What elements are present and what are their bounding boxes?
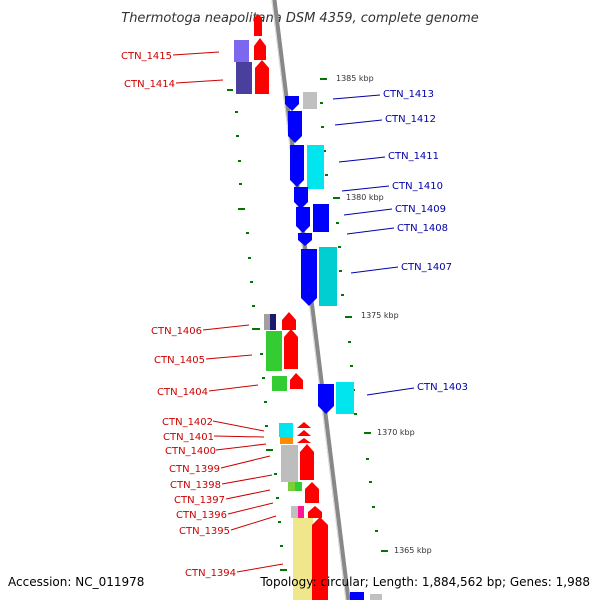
gene-box-1406a[interactable] (264, 314, 270, 330)
left-genes (234, 14, 328, 600)
gene-box-1415[interactable] (234, 40, 249, 62)
gene-label-1402[interactable]: CTN_1402 (162, 417, 213, 428)
gene-arrow-1407[interactable] (301, 249, 317, 306)
gene-label-1407[interactable]: CTN_1407 (401, 262, 452, 273)
gene-label-1398[interactable]: CTN_1398 (170, 480, 221, 491)
gene-arrow-1412[interactable] (288, 111, 302, 143)
gene-label-1408[interactable]: CTN_1408 (397, 223, 448, 234)
gene-label-1404[interactable]: CTN_1404 (157, 387, 208, 398)
gene-box-1413[interactable] (303, 92, 317, 109)
ruler-label-1370: 1370 kbp (377, 428, 415, 437)
accession-text: Accession: NC_011978 (8, 575, 144, 589)
gene-label-1394[interactable]: CTN_1394 (185, 568, 236, 579)
gene-arrow-1406[interactable] (282, 312, 296, 330)
ruler-label-1380: 1380 kbp (346, 193, 384, 202)
gene-box-1411[interactable] (307, 145, 324, 189)
gene-label-1397[interactable]: CTN_1397 (174, 495, 225, 506)
gene-arrow-1396[interactable] (308, 506, 322, 518)
left-ruler (227, 89, 287, 571)
gene-box-1399[interactable] (281, 445, 298, 482)
gene-box-1406b[interactable] (270, 314, 276, 330)
gene-box-1409[interactable] (313, 204, 329, 232)
gene-label-1409[interactable]: CTN_1409 (395, 204, 446, 215)
gene-arrow-1403[interactable] (318, 384, 334, 414)
gene-label-1413[interactable]: CTN_1413 (383, 89, 434, 100)
gene-box-1405[interactable] (266, 331, 282, 371)
gene-box-1407[interactable] (319, 247, 337, 306)
gene-label-1415[interactable]: CTN_1415 (121, 51, 172, 62)
gene-arrow-1411[interactable] (290, 145, 304, 187)
gene-arrow-1408[interactable] (298, 233, 312, 246)
gene-arrow-1414[interactable] (255, 60, 269, 94)
map-title: Thermotoga neapolitana DSM 4359, complet… (121, 11, 479, 26)
gene-box-bottom[interactable] (370, 594, 382, 600)
gene-arrow-1402[interactable] (297, 422, 311, 428)
gene-arrow-1415[interactable] (254, 38, 266, 60)
gene-box-1398b[interactable] (295, 482, 302, 491)
gene-arrow-1405[interactable] (284, 329, 298, 369)
gene-arrow-top[interactable] (254, 14, 262, 36)
gene-arrow-1413[interactable] (285, 96, 299, 111)
gene-label-1396[interactable]: CTN_1396 (176, 510, 227, 521)
right-labels (332, 94, 415, 396)
gene-label-1410[interactable]: CTN_1410 (392, 181, 443, 192)
gene-label-1399[interactable]: CTN_1399 (169, 464, 220, 475)
gene-label-1395[interactable]: CTN_1395 (179, 526, 230, 537)
gene-box-1414[interactable] (236, 62, 252, 94)
ruler-label-1365: 1365 kbp (394, 546, 432, 555)
right-label-texts: CTN_1413 CTN_1412 CTN_1411 CTN_1410 CTN_… (383, 89, 468, 393)
gene-arrow-1410[interactable] (294, 187, 308, 209)
right-genes (285, 92, 382, 600)
gene-box-1402[interactable] (279, 423, 293, 437)
gene-arrow-1400[interactable] (297, 438, 311, 443)
gene-box-1401[interactable] (280, 437, 293, 444)
gene-box-1398a[interactable] (288, 482, 295, 491)
gene-arrow-1404[interactable] (290, 373, 303, 389)
genome-summary-text: Topology: circular; Length: 1,884,562 bp… (259, 575, 590, 589)
gene-arrow-bottom[interactable] (350, 592, 364, 600)
ruler-label-1375: 1375 kbp (361, 311, 399, 320)
gene-label-1411[interactable]: CTN_1411 (388, 151, 439, 162)
ruler-label-1385: 1385 kbp (336, 74, 374, 83)
gene-label-1403[interactable]: CTN_1403 (417, 382, 468, 393)
left-labels (172, 51, 284, 573)
gene-arrow-1401[interactable] (297, 430, 311, 436)
gene-label-1406[interactable]: CTN_1406 (151, 326, 202, 337)
gene-label-1412[interactable]: CTN_1412 (385, 114, 436, 125)
gene-box-1396b[interactable] (298, 506, 304, 518)
gene-label-1401[interactable]: CTN_1401 (163, 432, 214, 443)
gene-arrow-1399[interactable] (300, 444, 314, 480)
gene-label-1414[interactable]: CTN_1414 (124, 79, 175, 90)
gene-arrow-1397[interactable] (305, 482, 319, 503)
gene-box-1404[interactable] (272, 376, 287, 391)
gene-arrow-1409[interactable] (296, 207, 310, 233)
gene-box-1394[interactable] (293, 518, 313, 600)
left-label-texts: CTN_1415 CTN_1414 CTN_1406 CTN_1405 CTN_… (121, 51, 236, 579)
gene-label-1400[interactable]: CTN_1400 (165, 446, 216, 457)
gene-box-1403[interactable] (336, 382, 354, 414)
gene-arrow-1395[interactable] (312, 517, 328, 600)
gene-box-1396a[interactable] (291, 506, 298, 518)
gene-label-1405[interactable]: CTN_1405 (154, 355, 205, 366)
